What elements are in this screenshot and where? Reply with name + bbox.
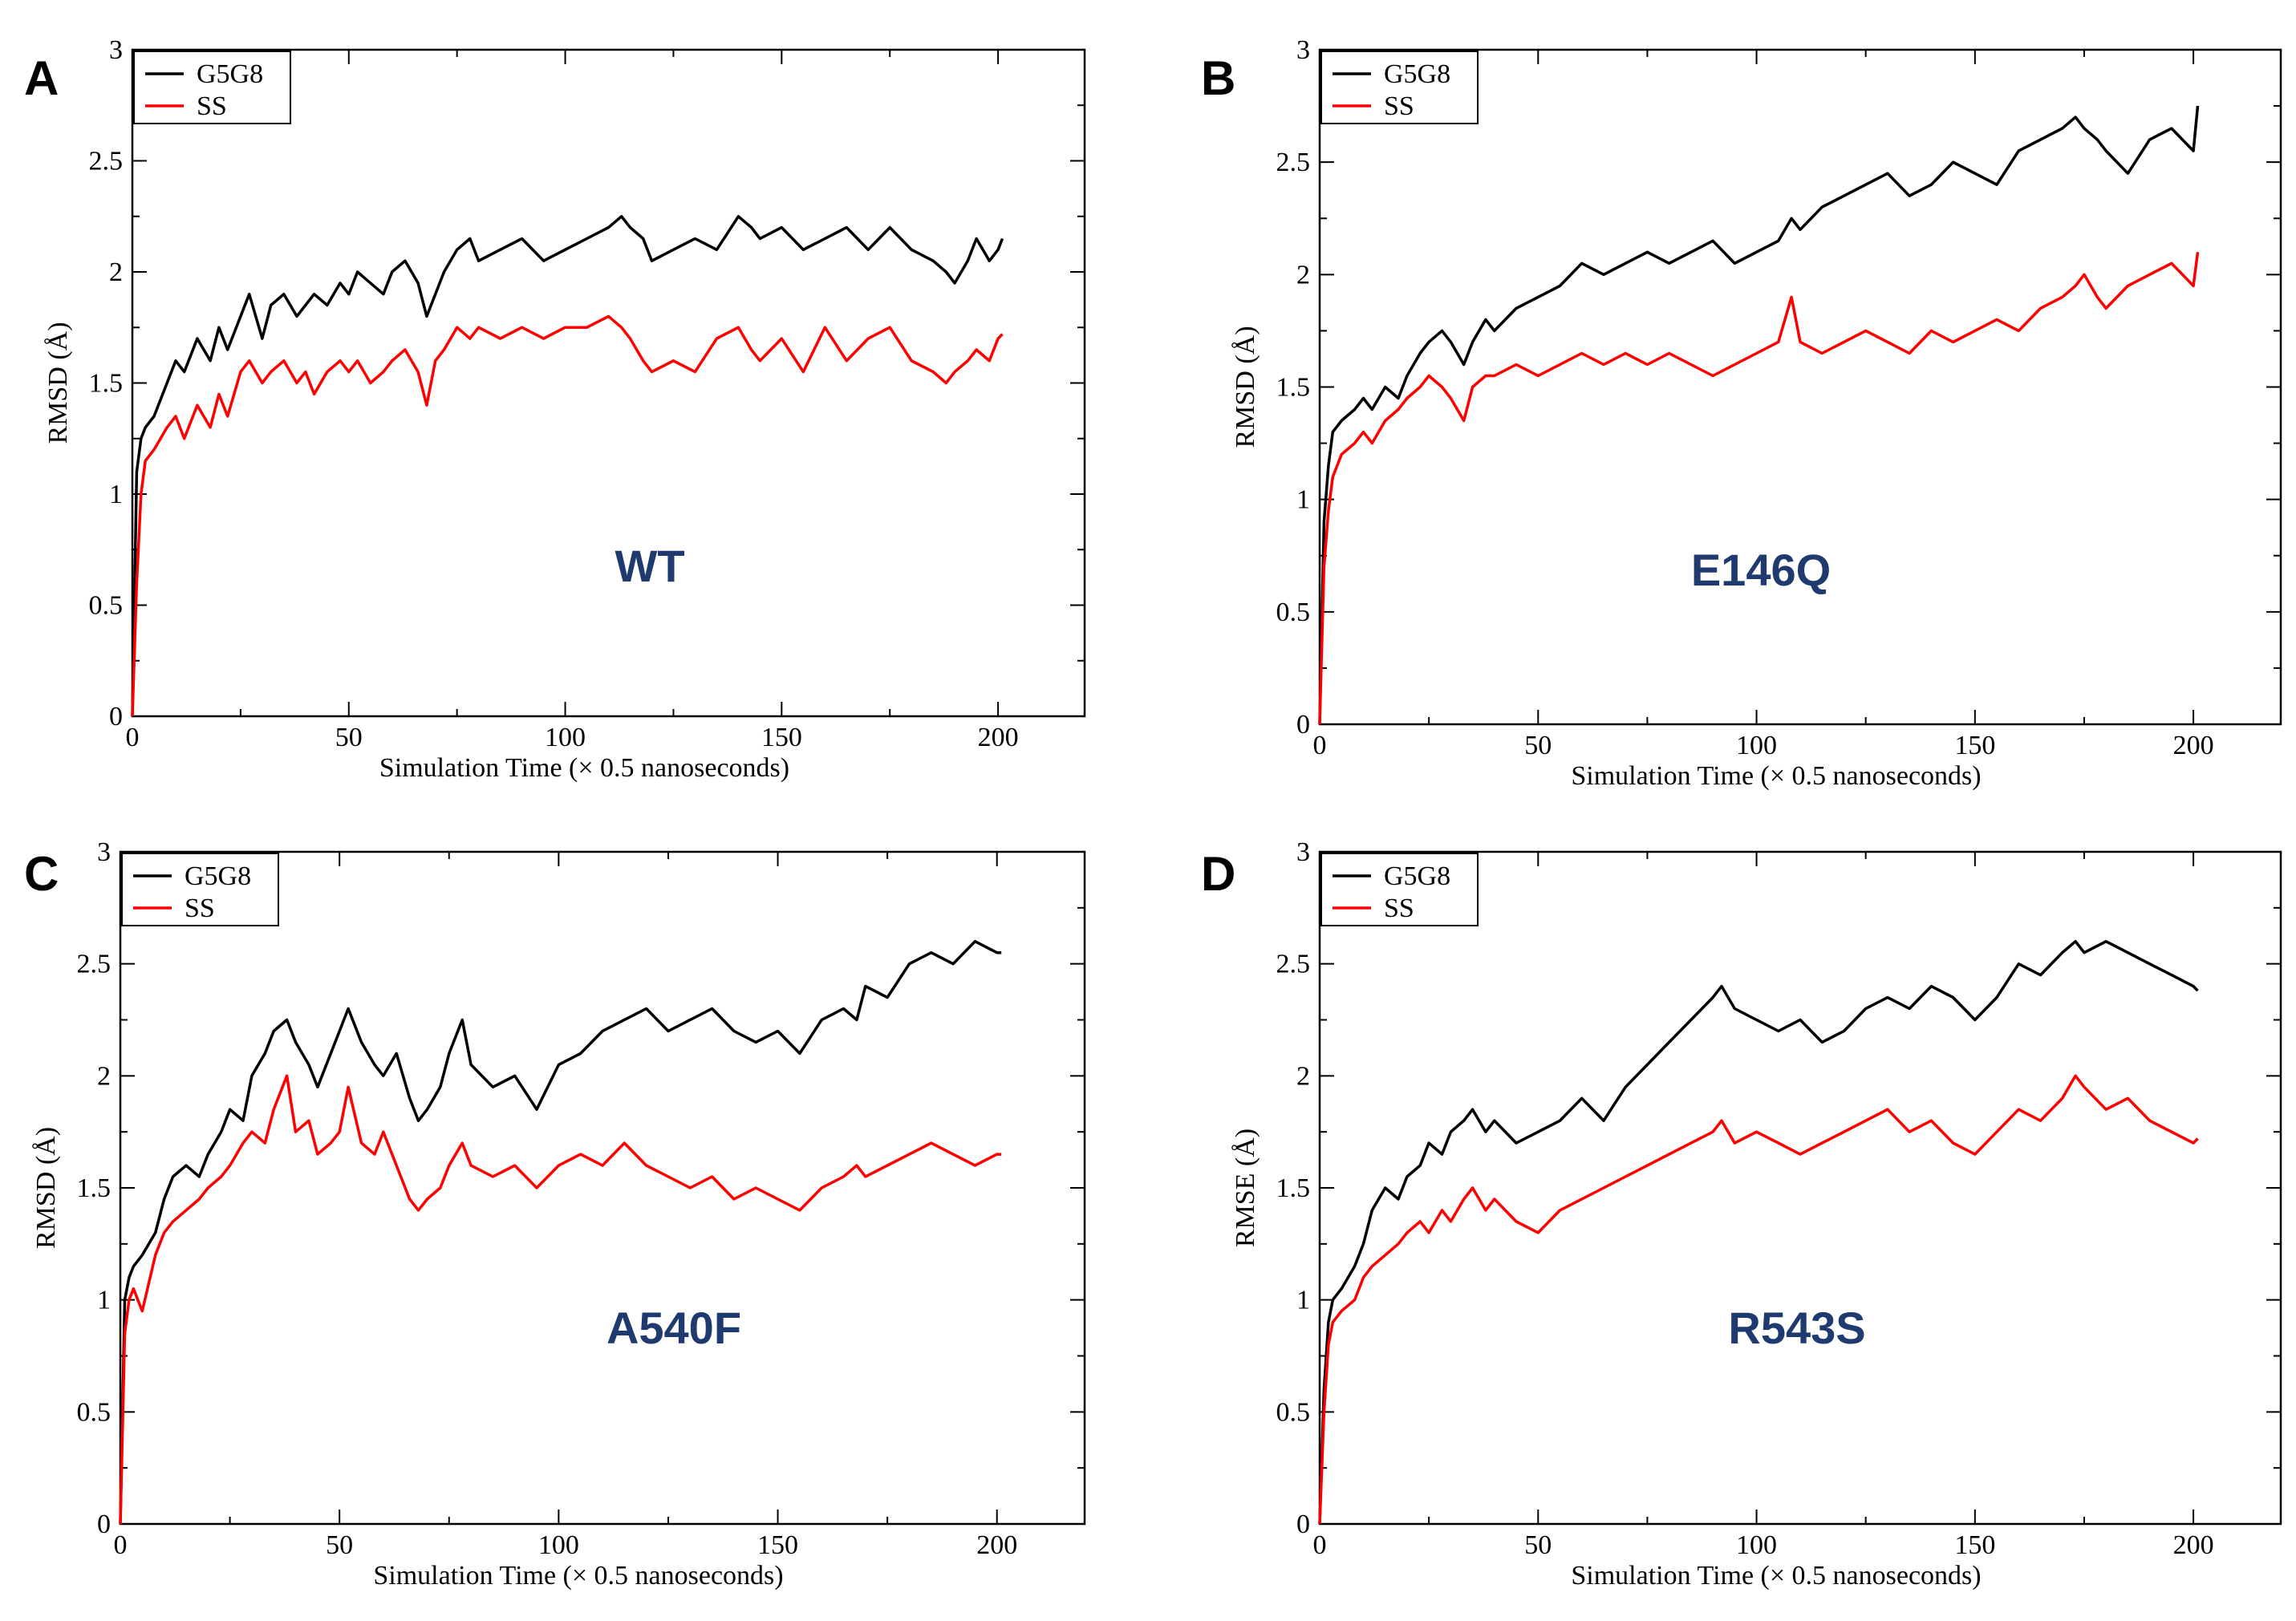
x-axis-title: Simulation Time (× 0.5 nanoseconds) (379, 753, 789, 783)
y-tick-label: 3 (1296, 837, 1310, 867)
y-tick-label: 1 (1296, 1286, 1310, 1315)
panel-c: 0 0.5 1 1.5 2 2.5 3 0 50 100 150 200 Simulation Time… (24, 837, 1086, 1591)
y-tick-label: 0 (109, 702, 123, 731)
variant-annotation: WT (615, 541, 684, 591)
panel-b: 0 0.5 1 1.5 2 2.5 3 0 50 100 150 200 Simulation Time… (1201, 35, 2282, 791)
y-tick-label: 2 (109, 257, 123, 287)
y-tick-label: 2 (97, 1061, 111, 1091)
y-tick-label: 1 (97, 1286, 111, 1315)
y-tick-label: 2.5 (1276, 950, 1311, 979)
x-tick-label: 200 (976, 1530, 1017, 1560)
variant-annotation: R543S (1728, 1303, 1865, 1353)
legend-label-g5g8: G5G8 (1384, 861, 1450, 891)
x-tick-label: 200 (2173, 731, 2214, 760)
y-tick-label: 3 (97, 837, 111, 867)
x-tick-label: 0 (1313, 1530, 1327, 1560)
series-line-g5g8 (1318, 105, 2200, 725)
x-tick-label: 0 (1313, 731, 1327, 760)
x-axis-title: Simulation Time (× 0.5 nanoseconds) (1571, 1561, 1981, 1591)
x-tick-label: 150 (1954, 731, 1995, 760)
legend-label-g5g8: G5G8 (197, 59, 263, 89)
series-line-g5g8 (1318, 939, 2199, 1525)
y-tick-label: 3 (1296, 35, 1310, 65)
x-tick-label: 100 (1736, 731, 1777, 760)
x-tick-label: 100 (538, 1530, 579, 1560)
y-axis-title: RMSD (Å) (31, 1127, 61, 1249)
plot-frame (119, 850, 1086, 1526)
y-tick-label: 2.5 (89, 147, 124, 176)
legend-label-g5g8: G5G8 (1384, 59, 1450, 89)
y-tick-label: 0.5 (1276, 598, 1311, 627)
y-tick-label: 0.5 (89, 591, 124, 621)
plot-frame (131, 48, 1086, 718)
series-line-ss (1318, 252, 2200, 725)
panel-letter: A (24, 51, 59, 105)
y-tick-label: 0.5 (77, 1397, 112, 1427)
y-tick-label: 2 (1296, 1061, 1310, 1091)
y-tick-label: 3 (109, 35, 123, 65)
y-tick-label: 1 (109, 480, 123, 509)
variant-annotation: E146Q (1691, 545, 1831, 595)
x-tick-label: 50 (326, 1530, 353, 1560)
y-axis-title: RMSD (Å) (43, 322, 73, 444)
x-tick-label: 50 (335, 723, 363, 752)
x-axis-title: Simulation Time (× 0.5 nanoseconds) (1571, 761, 1981, 791)
panel-letter: B (1201, 51, 1235, 105)
legend-box (133, 51, 291, 124)
panel-a: 0 0.5 1 1.5 2 2.5 3 0 50 100 150 200 Simulation Time… (24, 35, 1086, 783)
legend-box (121, 853, 279, 926)
x-tick-label: 150 (1954, 1530, 1995, 1560)
panel-letter: C (24, 847, 59, 901)
x-tick-label: 0 (114, 1530, 128, 1560)
legend-label-ss: SS (1384, 91, 1414, 121)
y-axis-title: RMSD (Å) (1231, 326, 1260, 448)
y-tick-label: 0 (1296, 710, 1310, 740)
y-tick-label: 2.5 (77, 950, 112, 979)
x-tick-label: 150 (757, 1530, 798, 1560)
x-tick-label: 0 (126, 723, 140, 752)
series-line-ss (119, 1074, 1002, 1525)
legend-box (1320, 853, 1479, 926)
x-tick-label: 200 (978, 723, 1019, 752)
y-tick-label: 1 (1296, 485, 1310, 515)
legend-box (1320, 51, 1479, 124)
y-axis-title: RMSE (Å) (1231, 1129, 1260, 1247)
panel-letter: D (1201, 847, 1235, 901)
y-tick-label: 0.5 (1276, 1397, 1311, 1427)
y-tick-label: 0 (97, 1510, 111, 1539)
legend-label-ss: SS (185, 894, 215, 923)
legend-label-g5g8: G5G8 (185, 861, 251, 891)
panel-d: 0 0.5 1 1.5 2 2.5 3 0 50 100 150 200 Simulation Time… (1201, 837, 2282, 1591)
series-line-ss (131, 314, 1004, 717)
y-tick-label: 2.5 (1276, 148, 1311, 177)
x-tick-label: 50 (1524, 1530, 1552, 1560)
series-line-ss (1318, 1074, 2199, 1525)
legend-label-ss: SS (197, 91, 227, 121)
plot-frame (1318, 850, 2282, 1526)
variant-annotation: A540F (606, 1303, 741, 1353)
y-tick-label: 2 (1296, 260, 1310, 290)
x-tick-label: 200 (2173, 1530, 2214, 1560)
y-tick-label: 1.5 (1276, 373, 1311, 403)
x-tick-label: 150 (761, 723, 802, 752)
legend-label-ss: SS (1384, 894, 1414, 923)
plot-frame (1318, 48, 2282, 726)
x-axis-title: Simulation Time (× 0.5 nanoseconds) (373, 1561, 783, 1591)
series-line-g5g8 (119, 939, 1002, 1525)
y-tick-label: 1.5 (1276, 1173, 1311, 1203)
series-line-g5g8 (131, 215, 1004, 717)
x-tick-label: 100 (1736, 1530, 1777, 1560)
x-tick-label: 50 (1524, 731, 1552, 760)
y-tick-label: 1.5 (77, 1173, 112, 1203)
y-tick-label: 1.5 (89, 369, 124, 399)
x-tick-label: 100 (545, 723, 586, 752)
y-tick-label: 0 (1296, 1510, 1310, 1539)
